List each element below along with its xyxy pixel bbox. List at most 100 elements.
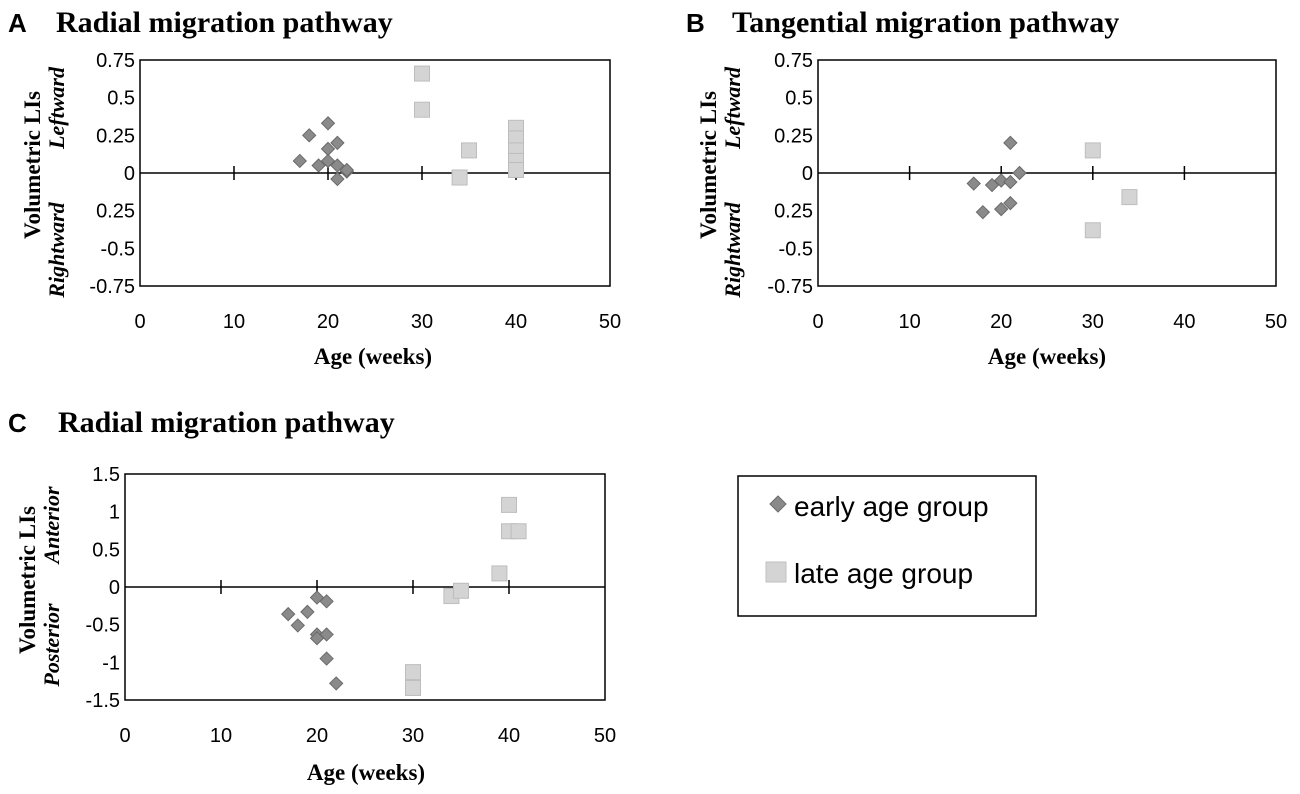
panel-b-x-tick-label: 30 [1082, 311, 1104, 333]
panel-a-early-point [301, 128, 317, 143]
panel-b-letter: B [686, 8, 705, 38]
panel-b-late-point [1084, 142, 1101, 159]
panel-a-early-point [320, 116, 336, 131]
panel-b-early-point [1003, 195, 1018, 211]
panel-a-y-tick-label: 0.75 [96, 50, 135, 72]
legend-early-marker-icon [769, 495, 787, 513]
panel-b-x-tick-label: 0 [812, 311, 823, 333]
panel-c-y-tick-label: -1.5 [86, 690, 120, 712]
panel-c-early-point [319, 627, 334, 642]
panel-a-lower-direction-label: Rightward [44, 201, 69, 298]
panel-c-x-tick-label: 40 [498, 725, 520, 747]
panel-b-x-tick-label: 20 [990, 311, 1012, 333]
panel-c-early-point [290, 618, 306, 633]
legend: early age group late age group [737, 475, 1037, 617]
panel-a-late-point [451, 169, 468, 186]
panel-c-title: Radial migration pathway [58, 406, 395, 439]
panel-c-early-point [280, 606, 296, 622]
panel-a-x-tick-label: 10 [223, 311, 245, 333]
panel-b-x-tick-label: 40 [1173, 311, 1195, 333]
panel-c-y-tick-label: -1 [102, 652, 120, 674]
panel-a-y-axis-title: Volumetric LIs [20, 91, 45, 239]
panel-c-x-tick-label: 10 [210, 725, 232, 747]
panel-c-letter: C [8, 408, 27, 438]
panel-b-y-tick-label: 0.25 [774, 201, 813, 223]
panel-c-x-tick-label: 30 [402, 725, 424, 747]
panel-a-upper-direction-label: Leftward [44, 66, 69, 150]
panel-c-y-tick-label: 0 [109, 577, 120, 599]
panel-c-y-tick-label: 1 [109, 502, 120, 524]
panel-a-late-point [414, 101, 430, 118]
panel-b-y-tick-label: 0.5 [785, 88, 813, 110]
legend-early-label: early age group [794, 491, 989, 522]
panel-b-lower-direction-label: Rightward [720, 201, 745, 298]
panel-b-y-axis-title: Volumetric LIs [696, 91, 721, 239]
panel-a-y-tick-label: -0.75 [89, 276, 135, 298]
panel-c-early-point [300, 604, 315, 620]
panel-a-x-axis-title: Age (weeks) [314, 344, 432, 369]
panel-a-x-tick-label: 0 [134, 311, 145, 333]
panel-b-x-tick-label: 10 [898, 311, 920, 333]
panel-c-early-point [319, 651, 334, 666]
panel-c-early-point [319, 594, 334, 609]
panel-c-late-point [501, 496, 517, 513]
panel-a-y-tick-label: 0.25 [96, 125, 135, 147]
panel-b-upper-direction-label: Leftward [720, 66, 745, 150]
panel-b-early-point [1003, 174, 1018, 190]
panel-c-late-point [491, 565, 508, 582]
panel-a-early-point [292, 153, 308, 169]
panel-a-early-point [330, 135, 345, 151]
panel-c-late-point [453, 582, 469, 599]
panel-c: C Radial migration pathway Age (weeks) V… [8, 406, 616, 785]
panel-c-y-tick-label: 1.5 [92, 464, 120, 486]
panel-b-title: Tangential migration pathway [732, 6, 1119, 39]
panel-b-y-tick-label: -0.75 [767, 276, 813, 298]
panel-a-early-point [320, 153, 336, 169]
panel-a-late-point [414, 65, 430, 82]
panel-a-y-tick-label: -0.5 [101, 238, 135, 260]
panel-b-early-point [993, 173, 1009, 188]
panel-a-x-tick-label: 20 [317, 311, 339, 333]
panel-c-late-point [405, 664, 421, 681]
panel-c-y-axis-title: Volumetric LIs [15, 506, 40, 654]
panel-b-y-tick-label: -0.5 [779, 238, 813, 260]
panel-b-x-tick-label: 50 [1265, 311, 1287, 333]
panel-b-early-point [993, 201, 1009, 217]
panel-a-x-tick-label: 40 [505, 311, 527, 333]
panel-c-x-tick-label: 50 [594, 725, 616, 747]
panel-b-late-point [1084, 222, 1101, 239]
panel-c-x-tick-label: 20 [306, 725, 328, 747]
panel-b-y-tick-label: 0.75 [774, 50, 813, 72]
legend-late-marker-icon [765, 561, 787, 583]
legend-box [737, 475, 1037, 617]
panel-c-y-tick-label: -0.5 [86, 615, 120, 637]
panel-a-letter: A [8, 8, 27, 38]
legend-late-label: late age group [794, 558, 973, 589]
panel-b-late-point [1121, 189, 1138, 206]
panel-b-y-tick-label: 0.25 [774, 125, 813, 147]
panel-c-upper-direction-label: Anterior [39, 486, 64, 565]
panel-a-y-tick-label: 0.25 [96, 201, 135, 223]
panel-c-lower-direction-label: Posterior [39, 603, 64, 688]
panel-b-x-axis-title: Age (weeks) [988, 344, 1106, 369]
panel-a: A Radial migration pathway Age (weeks) V… [8, 6, 621, 369]
panel-a-y-tick-label: 0.5 [107, 88, 135, 110]
panel-a-early-point [311, 158, 326, 173]
panel-b-y-tick-label: 0 [802, 163, 813, 185]
panel-c-x-tick-label: 0 [119, 725, 130, 747]
panel-c-early-point [309, 590, 325, 605]
panel-a-title: Radial migration pathway [56, 6, 393, 39]
panel-b-early-point [966, 176, 981, 191]
panel-b-early-point [975, 204, 991, 220]
panel-c-late-point [405, 679, 421, 696]
panel-a-x-tick-label: 50 [599, 311, 621, 333]
panel-b-early-point [1003, 135, 1018, 151]
panel-b-early-point [1012, 165, 1027, 181]
panel-a-early-point [339, 162, 355, 178]
panel-a-y-tick-label: 0 [124, 163, 135, 185]
panel-a-late-point [461, 142, 477, 159]
panel-c-early-point [328, 676, 344, 691]
panel-c-y-tick-label: 0.5 [92, 539, 120, 561]
panel-a-early-point [330, 171, 345, 187]
